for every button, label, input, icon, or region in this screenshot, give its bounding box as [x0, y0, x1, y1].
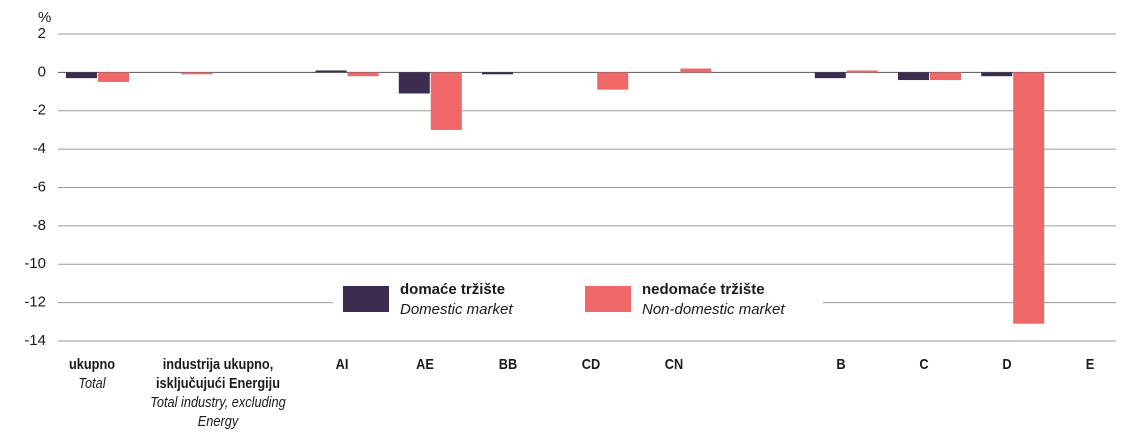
x-tick-label: industrija ukupno, isključujući Energiju…	[128, 355, 308, 431]
legend-label-en: Domestic market	[400, 301, 513, 318]
category-label: CD	[581, 356, 601, 373]
y-tick-label: -2	[33, 102, 46, 119]
y-tick-label: -4	[33, 140, 46, 157]
category-label: B	[836, 356, 846, 373]
bar	[181, 72, 213, 75]
x-tick-label: AE	[380, 355, 470, 374]
x-tick-label: AI	[297, 355, 387, 374]
legend-label: nedomaće tržište	[642, 281, 765, 298]
bar	[898, 72, 929, 81]
y-tick-label: -8	[33, 217, 46, 234]
x-tick-label: C	[879, 355, 969, 374]
legend-label-en: Non-domestic market	[642, 301, 785, 318]
category-label: D	[1002, 356, 1012, 373]
y-tick-label: -6	[33, 178, 46, 195]
x-tick-label: B	[796, 355, 886, 374]
category-label: E	[1086, 356, 1095, 373]
x-tick-label: CD	[546, 355, 636, 374]
y-tick-label: 2	[38, 25, 46, 42]
y-tick-label: -12	[24, 294, 46, 311]
category-label: AI	[335, 356, 348, 373]
category-label-en: Total industry, excluding Energy	[150, 394, 286, 430]
bar	[597, 72, 629, 90]
y-axis-unit: %	[38, 9, 51, 26]
x-tick-label: ukupno Total	[47, 355, 137, 393]
x-tick-label: BB	[463, 355, 553, 374]
x-tick-label: CN	[629, 355, 719, 374]
legend-label: domaće tržište	[400, 281, 506, 298]
bar	[846, 70, 878, 73]
y-tick-label: 0	[38, 63, 46, 80]
legend-background	[333, 280, 823, 322]
bar	[814, 72, 846, 79]
bar	[981, 72, 1013, 77]
x-tick-label: E	[1045, 355, 1126, 374]
bar	[1013, 72, 1045, 324]
bar	[482, 72, 513, 75]
bar	[347, 72, 379, 77]
category-label: ukupno	[68, 356, 116, 373]
bar	[398, 72, 430, 94]
legend-entry: domaće tržište Domestic market	[400, 280, 513, 320]
bar	[66, 72, 97, 79]
category-label: CN	[665, 356, 684, 373]
legend-swatch	[585, 286, 631, 312]
bar	[430, 72, 462, 130]
category-label: C	[919, 356, 929, 373]
bar	[315, 70, 347, 73]
bar	[98, 72, 129, 82]
bar	[930, 72, 961, 81]
bar	[680, 68, 712, 73]
y-tick-label: -10	[24, 255, 46, 272]
y-tick-label: -14	[24, 332, 46, 349]
x-tick-label: D	[962, 355, 1052, 374]
legend-entry: nedomaće tržište Non-domestic market	[642, 280, 785, 320]
category-label: industrija ukupno, isključujući Energiju	[156, 356, 280, 392]
legend-swatch	[343, 286, 389, 312]
category-label: AE	[415, 356, 434, 373]
category-label-en: Total	[78, 375, 106, 392]
category-label: BB	[498, 356, 518, 373]
